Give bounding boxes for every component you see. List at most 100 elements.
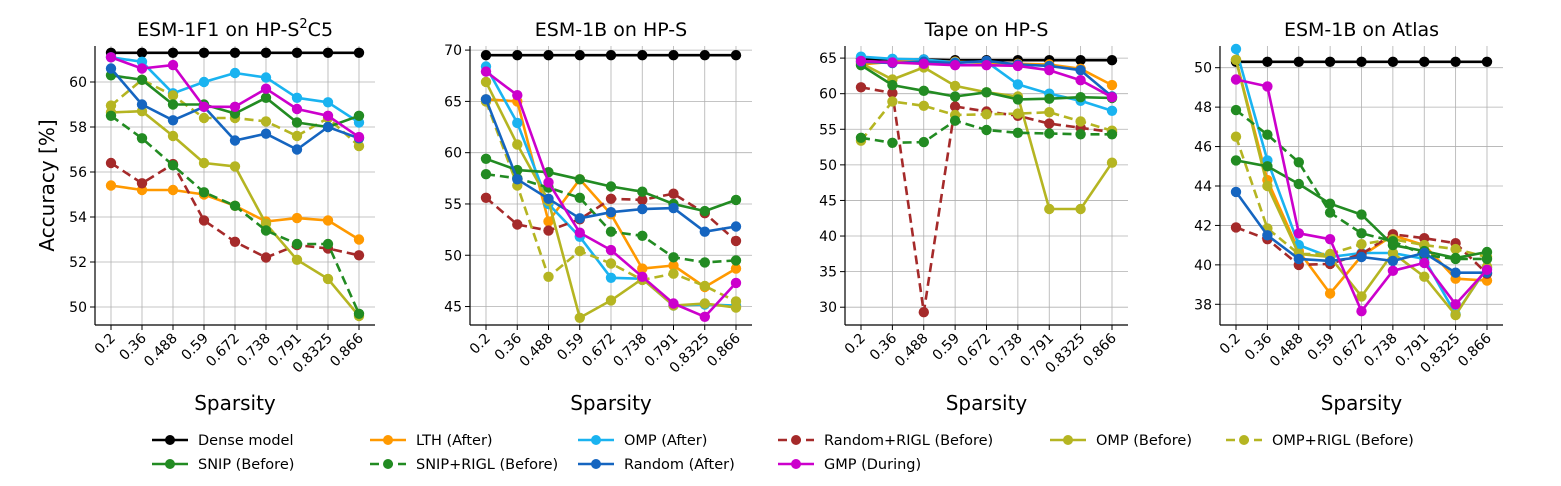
data-point [887, 137, 898, 148]
legend-marker [1063, 435, 1073, 445]
data-point [136, 99, 148, 110]
y-tick-label: 38 [1194, 297, 1212, 313]
data-point [260, 225, 272, 236]
data-point [605, 207, 617, 218]
chart-panel-1: 5052545658600.20.360.4880.590.6720.7380.… [35, 17, 375, 415]
data-point [1356, 239, 1367, 250]
y-tick-label: 45 [819, 193, 837, 209]
legend-label: Dense model [198, 433, 294, 449]
data-point [730, 277, 742, 289]
legend-item-dense-model: Dense model [152, 433, 294, 449]
data-point [574, 227, 585, 238]
data-point [1387, 247, 1399, 259]
data-point [167, 115, 179, 126]
data-point [605, 272, 617, 283]
data-point [699, 311, 710, 322]
legend-item-random-after: Random (After) [578, 457, 735, 473]
x-tick-label: 0.672 [1330, 331, 1370, 371]
data-point [1387, 255, 1399, 267]
series-random-after [480, 94, 742, 237]
data-point [136, 63, 148, 74]
series-snip-rigl-before [105, 110, 365, 319]
data-point [1075, 129, 1086, 140]
data-point [918, 100, 929, 112]
data-point [574, 192, 585, 203]
data-point [1324, 56, 1336, 67]
data-point [668, 298, 679, 309]
data-point [605, 244, 617, 256]
data-point [322, 238, 334, 250]
data-point [1293, 157, 1305, 168]
data-point [512, 117, 523, 129]
data-point [981, 124, 992, 136]
series-random-after [1230, 186, 1493, 278]
data-point [229, 161, 241, 172]
chart-panel-4: 384042444648500.20.360.4880.590.6720.738… [1194, 19, 1503, 415]
x-axis-label: Sparsity [570, 391, 652, 415]
legend-label: GMP (During) [824, 457, 921, 473]
data-point [105, 63, 117, 74]
x-tick-label: 0.672 [955, 331, 995, 371]
data-point [1324, 207, 1336, 218]
data-point [1075, 116, 1086, 127]
data-point [353, 47, 365, 58]
data-point [167, 47, 179, 58]
data-point [981, 59, 992, 71]
series-dense-model [105, 47, 365, 58]
panel-title: ESM-1F1 on HP-S2C5 [137, 17, 333, 41]
data-point [855, 55, 867, 67]
data-point [1293, 253, 1305, 265]
data-point [1356, 56, 1367, 67]
data-point [699, 257, 710, 268]
data-point [605, 258, 617, 269]
legend-marker [591, 435, 601, 445]
data-point [1106, 129, 1118, 140]
data-point [1481, 264, 1493, 275]
data-point [229, 67, 241, 79]
data-point [1075, 203, 1086, 215]
data-point [1356, 291, 1367, 302]
data-point [322, 121, 334, 133]
data-point [1293, 178, 1305, 190]
data-point [1356, 251, 1367, 263]
data-point [353, 140, 365, 152]
legend-label: LTH (After) [416, 433, 493, 449]
y-tick-label: 54 [69, 210, 87, 226]
data-point [322, 273, 334, 285]
y-tick-label: 50 [69, 300, 87, 316]
data-point [730, 50, 742, 61]
legend-marker [791, 435, 801, 445]
data-point [260, 72, 272, 83]
y-tick-label: 45 [444, 300, 462, 316]
data-point [1075, 75, 1086, 86]
y-tick-label: 55 [444, 197, 462, 213]
data-point [198, 76, 210, 88]
data-point [136, 133, 148, 144]
series-gmp-during [855, 55, 1118, 103]
y-tick-label: 50 [819, 158, 837, 174]
data-point [1106, 79, 1118, 91]
data-point [291, 92, 303, 104]
data-point [353, 110, 365, 122]
data-point [699, 298, 710, 309]
data-point [1262, 180, 1273, 192]
legend-item-gmp-during: GMP (During) [778, 457, 921, 473]
y-tick-label: 70 [444, 43, 462, 59]
x-tick-label: 0.738 [234, 331, 274, 371]
data-point [198, 187, 210, 198]
data-point [1450, 267, 1461, 278]
y-tick-label: 60 [819, 87, 837, 103]
data-point [543, 193, 554, 204]
data-point [480, 169, 492, 180]
data-point [730, 235, 742, 247]
y-tick-label: 60 [444, 146, 462, 162]
x-tick-label: 0.488 [141, 331, 181, 371]
legend-item-snip-before: SNIP (Before) [152, 457, 294, 473]
data-point [918, 58, 929, 69]
data-point [1012, 94, 1024, 105]
data-point [1012, 60, 1024, 72]
data-point [543, 50, 554, 61]
data-point [668, 268, 679, 279]
data-point [1419, 271, 1430, 282]
y-tick-label: 30 [819, 300, 837, 316]
